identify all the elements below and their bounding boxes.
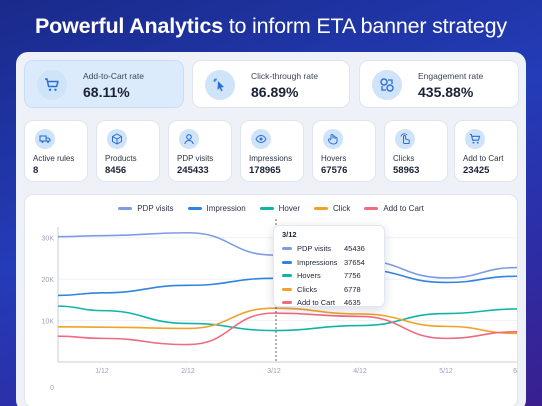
tooltip-series-value: 7756 <box>344 271 361 281</box>
tooltip-swatch <box>282 247 292 251</box>
stat-value: 67576 <box>321 165 348 176</box>
stat-label: Active rules <box>33 154 75 163</box>
stat-value: 178965 <box>249 165 281 176</box>
truck-icon <box>35 129 55 149</box>
y-tick-label: 20K <box>42 277 55 284</box>
stat-value: 58963 <box>393 165 420 176</box>
legend-label: Click <box>332 204 351 213</box>
stat-card-add-to-cart[interactable]: Add to Cart 23425 <box>454 120 518 182</box>
tooltip-row: Add to Cart 4635 <box>282 296 376 310</box>
stat-card-impressions[interactable]: Impressions 178965 <box>240 120 304 182</box>
tooltip-series-name: PDP visits <box>297 244 332 254</box>
user-icon <box>179 129 199 149</box>
engagement-icon <box>372 70 402 100</box>
legend-swatch <box>259 207 274 210</box>
tooltip-series-name: Clicks <box>297 284 317 294</box>
stat-label: Hovers <box>321 154 347 163</box>
eye-icon <box>251 129 271 149</box>
stat-value: 245433 <box>177 165 209 176</box>
legend-item-impression[interactable]: Impression <box>187 204 246 213</box>
stat-label: Add-to-Cart rate <box>83 71 144 81</box>
x-tick-label: 3/12 <box>267 368 281 375</box>
series-line-click <box>57 307 518 335</box>
tooltip-series-name: Add to Cart <box>297 298 335 308</box>
chart-legend: PDP visits Impression Hover Click Add to… <box>25 204 517 213</box>
stat-value: 68.11% <box>83 84 130 100</box>
stat-value: 23425 <box>463 165 490 176</box>
tooltip-swatch <box>282 274 292 278</box>
stat-label: Add to Cart <box>463 154 504 163</box>
stat-label: PDP visits <box>177 154 214 163</box>
tooltip-swatch <box>282 260 292 264</box>
cart-icon <box>37 70 67 100</box>
tooltip-series-value: 37654 <box>344 257 365 267</box>
legend-item-pdp-visits[interactable]: PDP visits <box>118 204 174 213</box>
x-tick-label: 2/12 <box>181 368 195 375</box>
stat-card-engagement-rate[interactable]: Engagement rate 435.88% <box>359 60 519 108</box>
tooltip-title: 3/12 <box>282 230 297 239</box>
legend-swatch <box>313 207 328 210</box>
tooltip-series-name: Impressions <box>297 257 338 267</box>
stat-value: 8456 <box>105 165 127 176</box>
legend-label: PDP visits <box>137 204 174 213</box>
x-tick-label: 4/12 <box>353 368 367 375</box>
legend-label: Hover <box>278 204 300 213</box>
stat-card-active-rules[interactable]: Active rules 8 <box>24 120 88 182</box>
page-headline: Powerful Analytics to inform ETA banner … <box>0 14 542 39</box>
x-tick-label: 5/12 <box>439 368 453 375</box>
y-tick-label: 0 <box>50 385 54 392</box>
stat-value: 8 <box>33 165 39 176</box>
stat-label: Click-through rate <box>251 71 319 81</box>
headline-bold: Powerful Analytics <box>35 14 223 38</box>
tooltip-row: PDP visits 45436 <box>282 242 376 256</box>
hand-icon <box>323 129 343 149</box>
tooltip-row: Impressions 37654 <box>282 256 376 270</box>
headline-rest: to inform ETA banner strategy <box>222 14 507 38</box>
legend-label: Add to Cart <box>383 204 424 213</box>
tooltip-series-value: 45436 <box>344 244 365 254</box>
cart-icon <box>465 129 485 149</box>
stat-label: Engagement rate <box>418 71 484 81</box>
stat-card-products[interactable]: Products 8456 <box>96 120 160 182</box>
stat-card-pdp-visits[interactable]: PDP visits 245433 <box>168 120 232 182</box>
legend-item-hover[interactable]: Hover <box>259 204 300 213</box>
stat-card-click-through-rate[interactable]: Click-through rate 86.89% <box>192 60 350 108</box>
stat-card-hovers[interactable]: Hovers 67576 <box>312 120 376 182</box>
legend-label: Impression <box>206 204 246 213</box>
legend-item-click[interactable]: Click <box>313 204 351 213</box>
stat-label: Products <box>105 154 137 163</box>
series-line-hover <box>57 305 518 332</box>
y-tick-label: 30K <box>42 236 55 243</box>
line-chart-card: PDP visits Impression Hover Click Add to… <box>24 194 518 406</box>
tooltip-swatch <box>282 287 292 291</box>
y-tick-label: 10K <box>42 319 55 326</box>
stat-card-add-to-cart-rate[interactable]: Add-to-Cart rate 68.11% <box>24 60 184 108</box>
legend-item-add-to-cart[interactable]: Add to Cart <box>364 204 424 213</box>
legend-swatch <box>187 207 202 210</box>
tooltip-series-value: 6778 <box>344 284 361 294</box>
tooltip-series-value: 4635 <box>344 298 361 308</box>
click-icon <box>205 70 235 100</box>
tooltip-row: Hovers 7756 <box>282 269 376 283</box>
tooltip-row: Clicks 6778 <box>282 283 376 297</box>
stat-card-clicks[interactable]: Clicks 58963 <box>384 120 448 182</box>
tooltip-swatch <box>282 301 292 305</box>
x-tick-label: 6 <box>513 368 517 375</box>
tooltip-series-name: Hovers <box>297 271 321 281</box>
chart-plot: 0 10K 20K 30K 1/12 2/12 3/12 4/12 5/12 6 <box>42 219 518 392</box>
chart-tooltip: 3/12 PDP visits 45436 Impressions 37654 … <box>273 225 385 307</box>
pointer-icon <box>395 129 415 149</box>
box-icon <box>107 129 127 149</box>
x-tick-label: 1/12 <box>95 368 109 375</box>
dashboard-panel: Add-to-Cart rate 68.11% Click-through ra… <box>16 52 526 406</box>
stat-value: 435.88% <box>418 84 474 100</box>
series-line-add-to-cart <box>57 312 518 346</box>
stat-label: Clicks <box>393 154 415 163</box>
legend-swatch <box>118 207 133 210</box>
stat-value: 86.89% <box>251 84 299 100</box>
stat-label: Impressions <box>249 154 293 163</box>
legend-swatch <box>364 207 379 210</box>
